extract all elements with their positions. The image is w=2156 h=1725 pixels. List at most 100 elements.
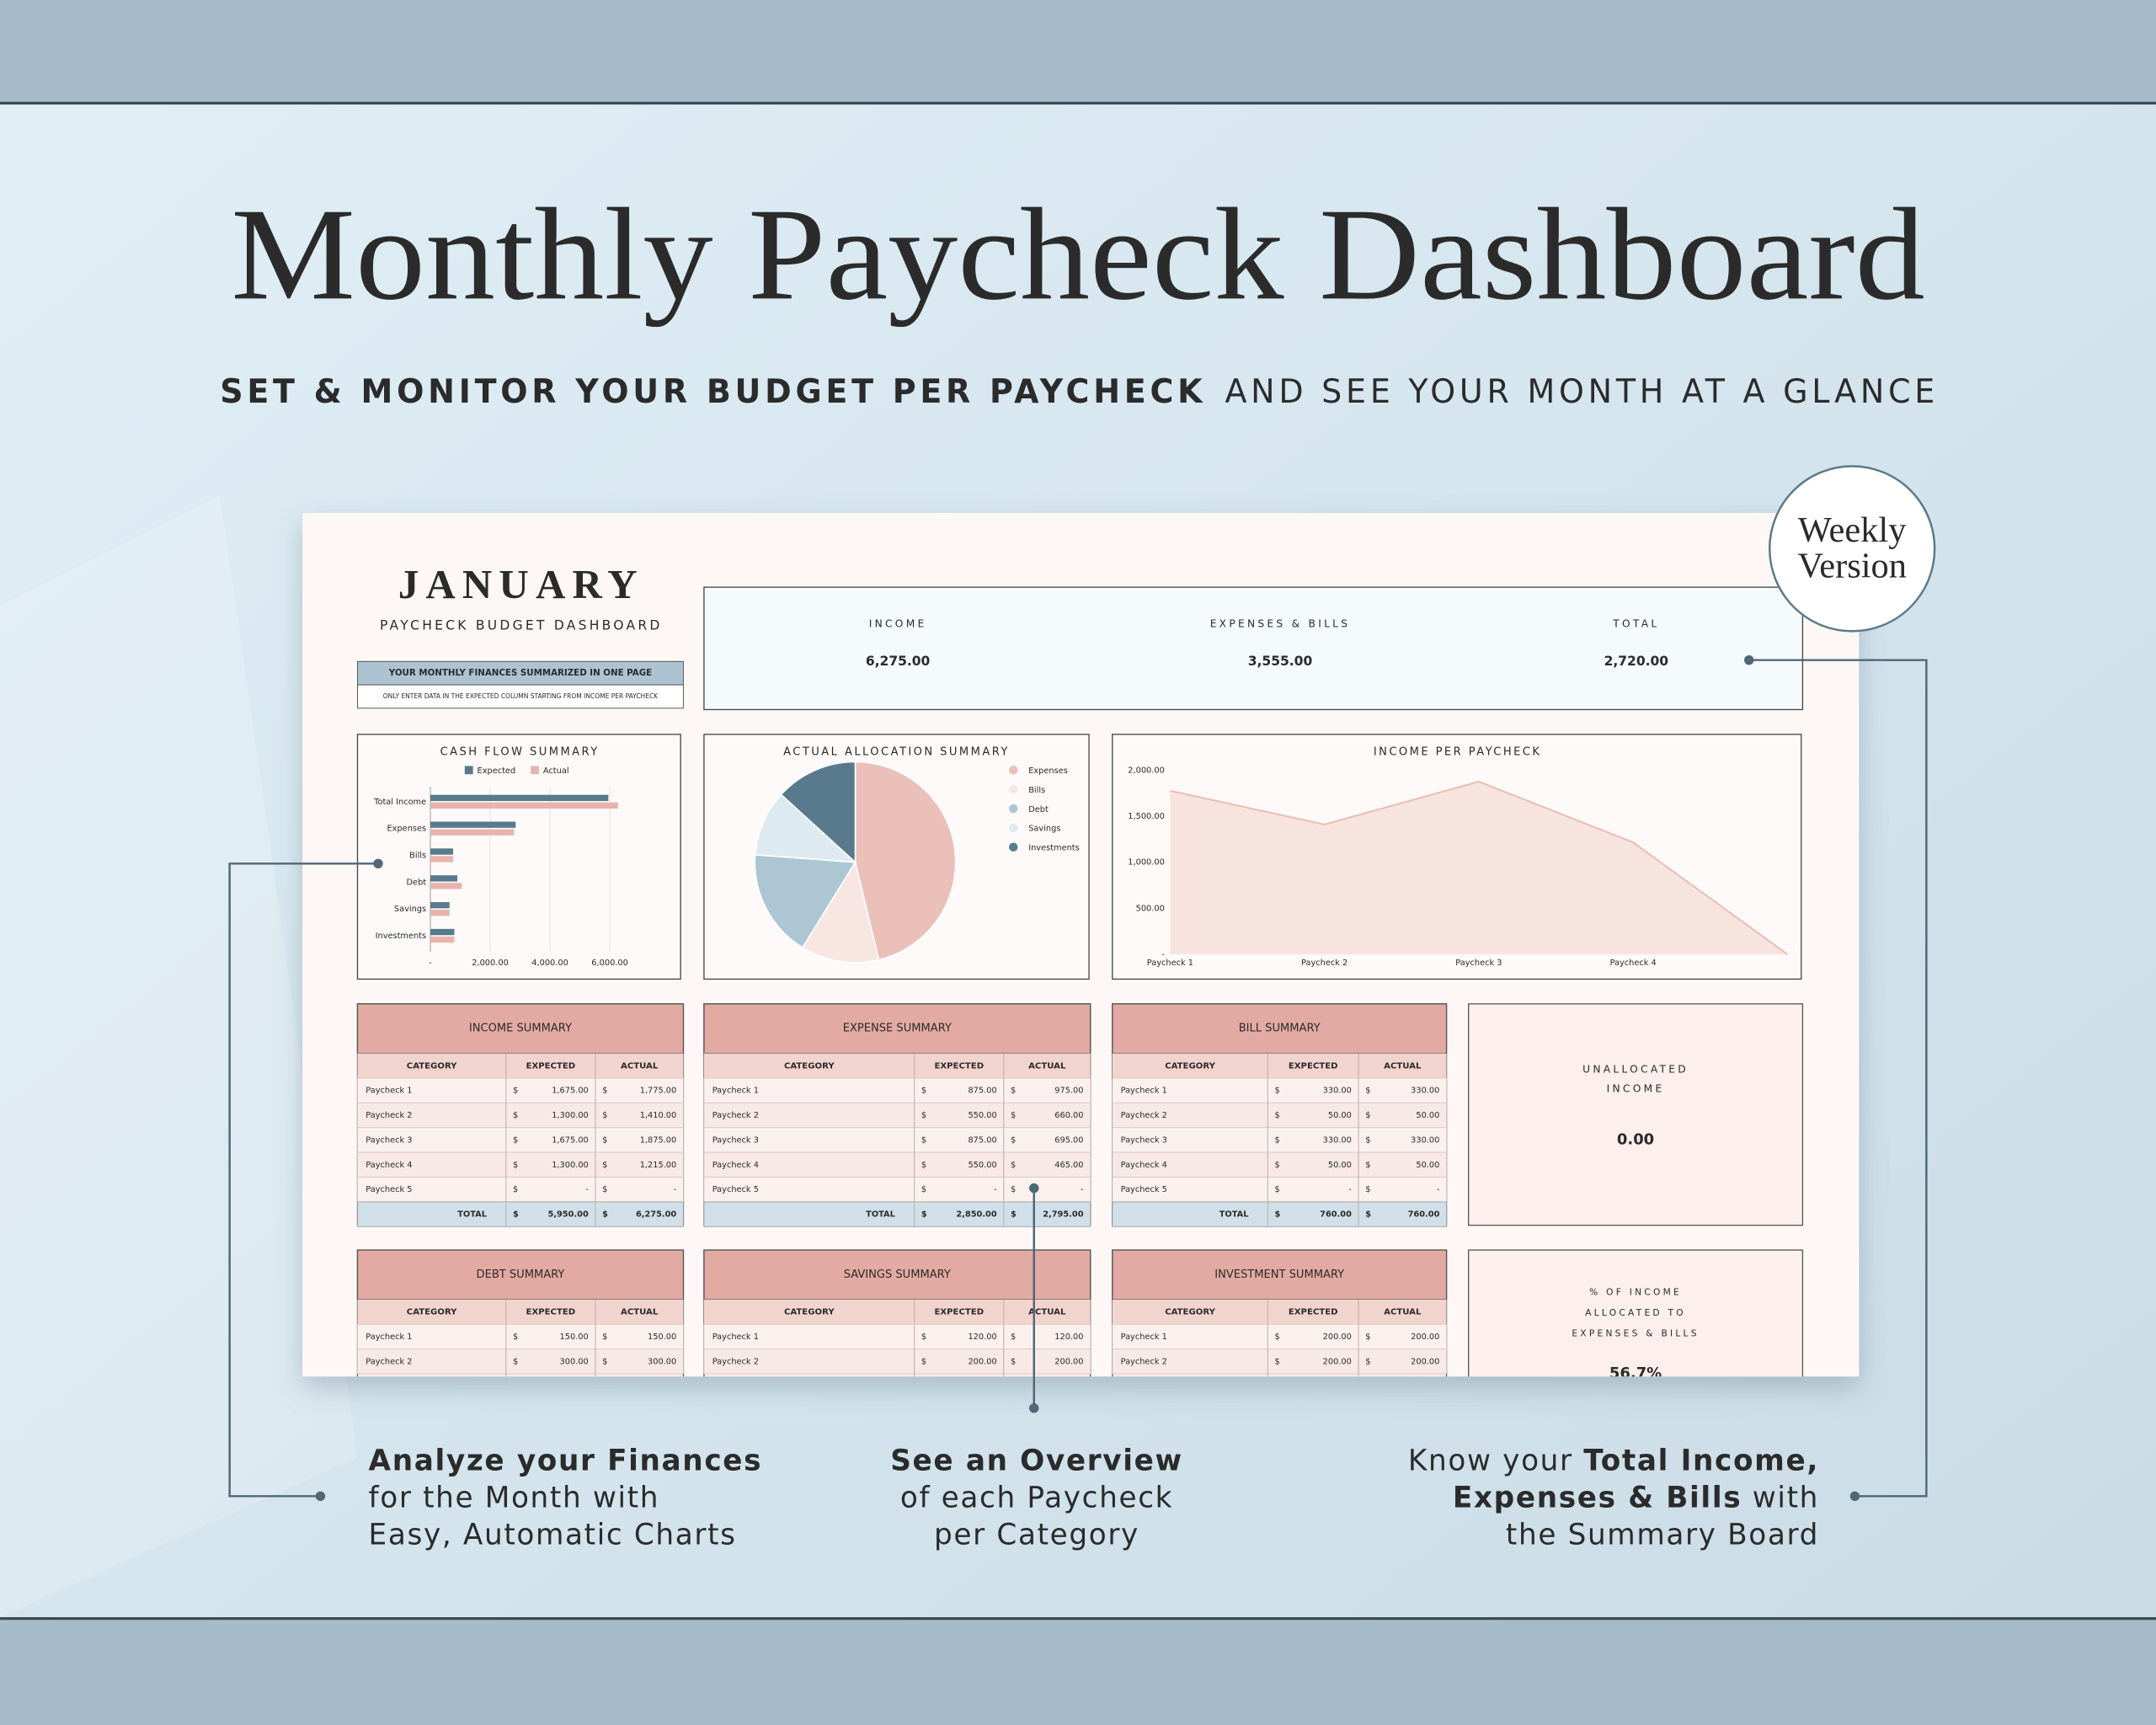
- table-cell: $: [921, 1135, 926, 1145]
- info-value: 0.00: [1617, 1130, 1654, 1148]
- table-cell: $: [921, 1185, 926, 1194]
- badge-circle: [1769, 465, 1936, 633]
- x-tick-label: Paycheck 2: [1301, 959, 1348, 968]
- badge: Weekly Version: [1769, 465, 1936, 633]
- dot: [373, 858, 383, 869]
- column-label: CATEGORY: [784, 1061, 835, 1071]
- info-label: ALLOCATED TO: [1585, 1307, 1686, 1318]
- y-tick-label: 500.00: [1136, 904, 1165, 913]
- table-cell: 120.00: [1054, 1332, 1083, 1342]
- callout-text: Total Income,: [1583, 1444, 1819, 1477]
- texts: SET & MONITOR YOUR BUDGET PER PAYCHECK AN…: [220, 372, 1939, 1551]
- table-cell: -: [1437, 1185, 1440, 1194]
- info-label: EXPENSES & BILLS: [1572, 1328, 1699, 1339]
- table-cell: $: [921, 1357, 926, 1366]
- connector: [1748, 659, 1928, 1498]
- column-label: EXPECTED: [526, 1061, 576, 1071]
- table-cell: 200.00: [1323, 1332, 1352, 1342]
- note-text: ONLY ENTER DATA IN THE EXPECTED COLUMN S…: [383, 692, 659, 700]
- page-title: Monthly Paycheck Dashboard: [231, 180, 1924, 327]
- x-tick-label: 6,000.00: [591, 959, 628, 968]
- column-label: EXPECTED: [526, 1308, 576, 1317]
- bar: [430, 910, 450, 916]
- info-label: % OF INCOME: [1589, 1287, 1682, 1298]
- info-label: INCOME: [1607, 1083, 1665, 1095]
- table-cell: Paycheck 2: [1121, 1357, 1167, 1366]
- bar: [430, 856, 454, 862]
- legend-label: Investments: [1028, 844, 1080, 853]
- table-cell: Paycheck 3: [712, 1135, 759, 1145]
- total-cell: 2,850.00: [956, 1210, 996, 1220]
- bottom-rule: [0, 1617, 2156, 1621]
- category-label: Savings: [394, 905, 426, 914]
- table-cell: $: [602, 1087, 607, 1096]
- month: JANUARY: [398, 561, 644, 607]
- table-row: [357, 1348, 684, 1375]
- table-cell: Paycheck 1: [366, 1087, 412, 1096]
- area-line: [1170, 780, 1789, 955]
- table-row: [1112, 1127, 1447, 1153]
- table-cell: 1,675.00: [552, 1135, 589, 1145]
- table-cell: -: [1348, 1185, 1352, 1194]
- bar: [430, 928, 455, 936]
- total-cell: $: [1274, 1210, 1280, 1220]
- callout-line: the Summary Board: [1506, 1518, 1819, 1551]
- bar: [430, 936, 455, 943]
- table-cell: Paycheck 2: [712, 1111, 759, 1120]
- badge-text: Version: [1797, 547, 1907, 586]
- table-cell: $: [513, 1135, 518, 1145]
- table-cell: $: [513, 1161, 518, 1170]
- table-header: [1112, 1003, 1448, 1055]
- table-cell: Paycheck 2: [1121, 1111, 1167, 1120]
- table-cell: -: [585, 1185, 589, 1194]
- total-cell: 760.00: [1320, 1210, 1352, 1220]
- total-cell: $: [602, 1210, 608, 1220]
- table-header: [703, 1249, 1091, 1300]
- y-tick-label: 1,000.00: [1128, 858, 1165, 868]
- table-cell: $: [1011, 1135, 1016, 1145]
- table-cell: 465.00: [1054, 1161, 1083, 1170]
- table-cell: 1,300.00: [552, 1111, 589, 1120]
- pie-slice: [854, 761, 957, 961]
- table-cell: 695.00: [1054, 1135, 1083, 1145]
- table-row: [703, 1323, 1091, 1350]
- chart-title: ACTUAL ALLOCATION SUMMARY: [783, 746, 1010, 759]
- column-label: CATEGORY: [1165, 1308, 1215, 1317]
- y-tick-label: 2,000.00: [1128, 766, 1165, 775]
- column-label: EXPECTED: [934, 1308, 984, 1317]
- table-cell: Paycheck 4: [1121, 1161, 1167, 1170]
- table-cell: 550.00: [968, 1111, 996, 1120]
- chart-title: INCOME PER PAYCHECK: [1374, 746, 1542, 759]
- column-label: EXPECTED: [1289, 1061, 1338, 1071]
- table-cell: $: [1274, 1161, 1279, 1170]
- subtitle-rest: AND SEE YOUR MONTH AT A GLANCE: [1225, 372, 1939, 410]
- callout-line: per Category: [934, 1518, 1139, 1551]
- callout-text: See an Overview: [890, 1444, 1183, 1477]
- summary-value: 3,555.00: [1248, 654, 1313, 669]
- table-cell: 50.00: [1416, 1111, 1439, 1120]
- table-cell: 1,775.00: [640, 1087, 677, 1096]
- table-cell: $: [1011, 1111, 1016, 1120]
- total-row: [1112, 1201, 1447, 1227]
- bar: [430, 829, 515, 836]
- table-header: [356, 1003, 685, 1055]
- table-cell: $: [602, 1135, 607, 1145]
- table-row: [357, 1323, 684, 1350]
- table-cell: 330.00: [1323, 1135, 1352, 1145]
- table-cell: $: [513, 1357, 518, 1366]
- legend-label: Actual: [543, 766, 569, 776]
- table-cell: 50.00: [1328, 1111, 1352, 1120]
- callout-text: per Category: [934, 1518, 1139, 1551]
- table-row: [703, 1127, 1091, 1153]
- table-cell: 875.00: [968, 1135, 996, 1145]
- category-label: Bills: [409, 852, 426, 861]
- callout-text: of each Paycheck: [900, 1481, 1173, 1514]
- table-row: [357, 1127, 684, 1153]
- table-row: [703, 1151, 1091, 1178]
- x-tick-label: 4,000.00: [531, 959, 568, 968]
- table-cell: 50.00: [1416, 1161, 1439, 1170]
- table-cell: $: [602, 1332, 607, 1342]
- legend-swatch: [1009, 823, 1018, 833]
- banner: [357, 660, 684, 686]
- column-header: [1112, 1053, 1447, 1078]
